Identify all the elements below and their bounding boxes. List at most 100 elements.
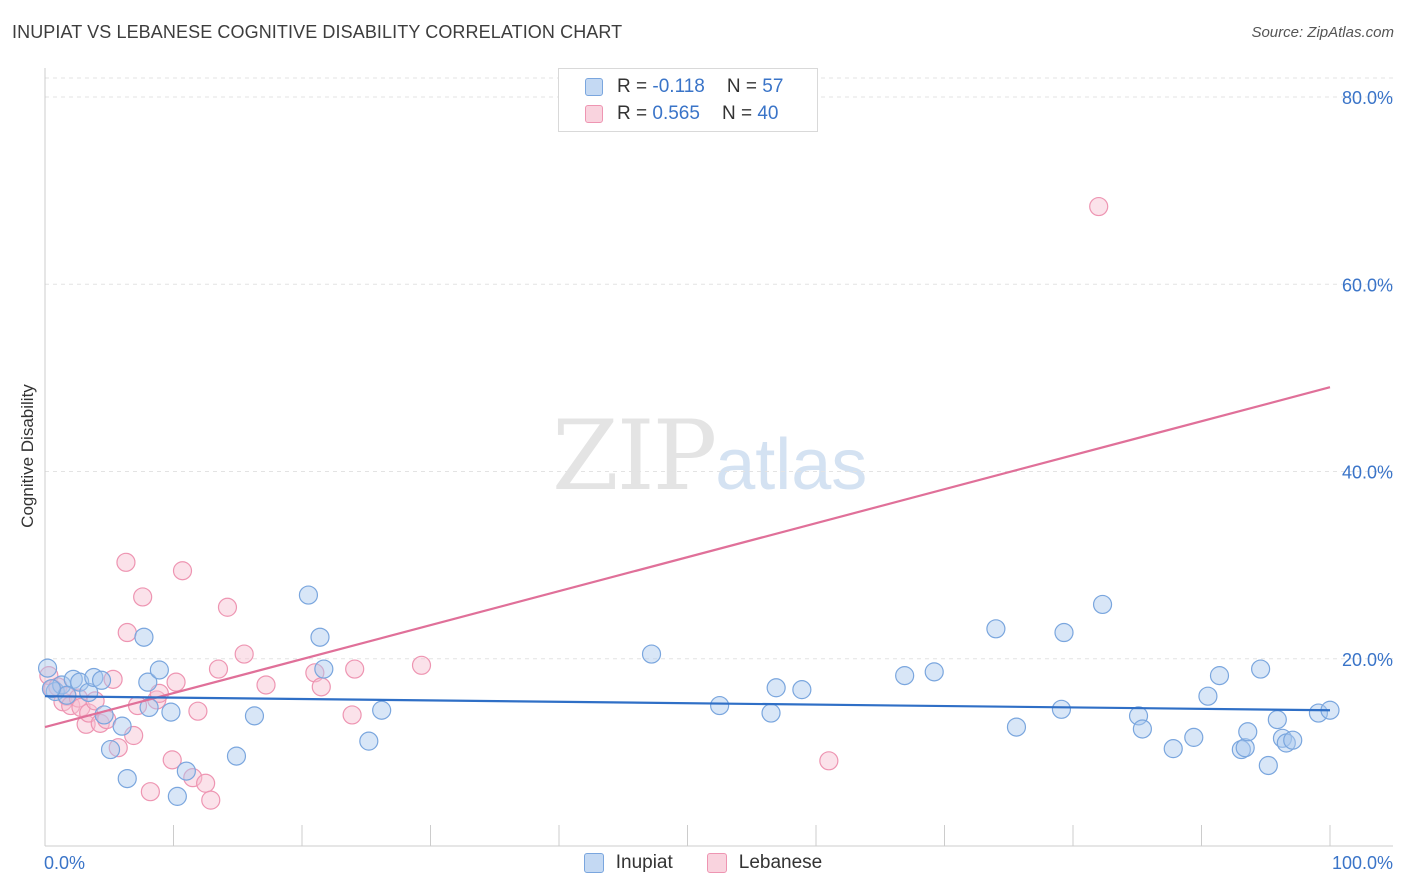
lebanese-point: [342, 705, 362, 725]
lebanese-point: [411, 655, 432, 675]
inupiat-point: [372, 700, 392, 720]
legend-row-lebanese: R = 0.565 N = 40: [585, 102, 778, 126]
inupiat-point: [1258, 755, 1278, 776]
y-axis-label: Cognitive Disability: [18, 384, 37, 528]
legend-item-lebanese: Lebanese: [706, 852, 823, 874]
inupiat-point: [1198, 686, 1218, 706]
source-label: Source: ZipAtlas.com: [1251, 24, 1394, 41]
inupiat-swatch: [583, 853, 604, 873]
inupiat-point: [1132, 719, 1152, 739]
inupiat-swatch: [585, 78, 603, 96]
legend-row-inupiat: R = -0.118 N = 57: [585, 75, 783, 99]
lebanese-point: [117, 622, 137, 643]
lebanese-point: [188, 701, 208, 721]
x-tick-label: 0.0%: [44, 853, 85, 873]
inupiat-point: [1006, 717, 1027, 737]
inupiat-point: [138, 672, 158, 692]
lebanese-point: [196, 773, 216, 793]
y-tick-label: 40.0%: [1342, 463, 1393, 483]
inupiat-point: [1054, 622, 1074, 643]
lebanese-point: [1089, 196, 1109, 217]
trend-lines: [44, 386, 1331, 729]
inupiat-point: [766, 678, 786, 698]
inupiat-point: [924, 662, 944, 682]
lebanese-point: [133, 587, 153, 607]
y-tick-label: 20.0%: [1342, 650, 1393, 670]
inupiat-point: [94, 705, 114, 725]
inupiat-point: [91, 670, 112, 690]
inupiat-point: [1184, 727, 1204, 747]
inupiat-point: [1163, 739, 1183, 759]
legend-r-value: -0.118: [652, 76, 705, 97]
lebanese-point: [234, 644, 254, 664]
inupiat-point: [986, 619, 1006, 639]
legend-n-label: N =: [726, 76, 757, 97]
legend-item-inupiat: Inupiat: [583, 852, 673, 874]
lebanese-point: [108, 738, 128, 758]
inupiat-point: [1267, 710, 1287, 730]
legend-r-label: R =: [617, 76, 648, 97]
inupiat-series: [37, 585, 1340, 806]
inupiat-point: [161, 702, 181, 722]
lebanese-point: [345, 659, 365, 679]
lebanese-swatch: [585, 105, 603, 123]
legend-inupiat-label: Inupiat: [615, 852, 673, 873]
inupiat-point: [710, 695, 730, 716]
inupiat-point: [359, 731, 379, 751]
inupiat-point: [41, 679, 62, 699]
axes: [44, 68, 1393, 847]
legend-n-value: 57: [762, 76, 784, 97]
lebanese-series: [39, 196, 1109, 810]
inupiat-point: [310, 627, 330, 647]
lebanese-point: [166, 672, 186, 692]
lebanese-point: [208, 659, 229, 679]
inupiat-point: [1251, 659, 1271, 679]
grid-lines: [45, 77, 1393, 660]
inupiat-trend-line: [44, 695, 1331, 712]
inupiat-point: [176, 761, 196, 781]
legend-n-value: 40: [757, 103, 779, 124]
inupiat-point: [1051, 699, 1072, 719]
inupiat-point: [149, 660, 169, 680]
series-legend: Inupiat Lebanese: [0, 852, 1406, 874]
lebanese-point: [819, 751, 839, 771]
inupiat-point: [134, 627, 154, 647]
inupiat-point: [641, 644, 662, 664]
inupiat-point: [100, 739, 121, 760]
lebanese-point: [217, 597, 238, 617]
inupiat-point: [1283, 730, 1303, 750]
inupiat-point: [1235, 738, 1255, 758]
tick-labels: 20.0% 40.0% 60.0% 80.0% 0.0% 100.0%: [44, 88, 1393, 873]
lebanese-point: [311, 677, 331, 697]
y-tick-label: 80.0%: [1342, 88, 1393, 108]
legend-r-value: 0.565: [652, 103, 700, 124]
inupiat-point: [84, 667, 104, 688]
lebanese-point: [172, 561, 193, 581]
inupiat-point: [37, 658, 58, 678]
legend-r-label: R =: [617, 103, 648, 124]
lebanese-point: [140, 782, 160, 802]
inupiat-point: [226, 746, 247, 766]
inupiat-point: [1308, 703, 1329, 723]
inupiat-point: [112, 716, 132, 736]
lebanese-point: [201, 790, 221, 810]
lebanese-point: [162, 750, 182, 770]
chart-title: INUPIAT VS LEBANESE COGNITIVE DISABILITY…: [12, 22, 623, 42]
inupiat-point: [117, 768, 137, 789]
lebanese-point: [116, 552, 136, 572]
inupiat-point: [1092, 594, 1113, 615]
legend-lebanese-label: Lebanese: [738, 852, 823, 873]
lebanese-trend-line: [44, 386, 1331, 729]
y-tick-label: 60.0%: [1342, 275, 1393, 295]
inupiat-point: [895, 666, 915, 686]
inupiat-point: [298, 585, 319, 605]
correlation-legend: R = -0.118 N = 57 R = 0.565 N = 40: [558, 68, 818, 132]
legend-n-label: N =: [721, 103, 753, 124]
lebanese-point: [256, 675, 276, 695]
inupiat-point: [244, 706, 265, 726]
x-tick-label: 100.0%: [1332, 853, 1393, 873]
inupiat-point: [761, 703, 781, 723]
inupiat-point: [792, 680, 812, 700]
inupiat-point: [314, 659, 334, 679]
